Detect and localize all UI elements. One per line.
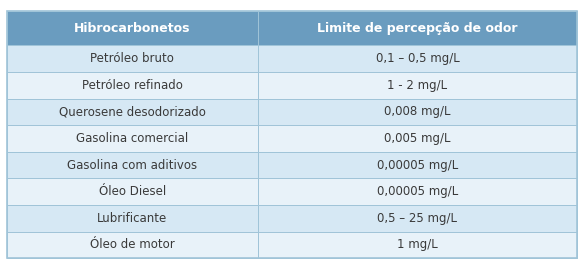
- Bar: [7, 232, 258, 258]
- Bar: [7, 72, 258, 98]
- Bar: [7, 125, 258, 152]
- Text: 0,008 mg/L: 0,008 mg/L: [384, 105, 451, 118]
- Bar: [7, 11, 258, 45]
- Bar: [258, 205, 577, 232]
- Text: 0,1 – 0,5 mg/L: 0,1 – 0,5 mg/L: [376, 52, 459, 65]
- Text: 0,005 mg/L: 0,005 mg/L: [384, 132, 451, 145]
- Text: Hibrocarbonetos: Hibrocarbonetos: [74, 22, 190, 34]
- Bar: [7, 45, 258, 72]
- Text: Petróleo bruto: Petróleo bruto: [91, 52, 175, 65]
- Text: Gasolina com aditivos: Gasolina com aditivos: [67, 159, 197, 172]
- Bar: [258, 98, 577, 125]
- Text: 0,5 – 25 mg/L: 0,5 – 25 mg/L: [377, 212, 457, 225]
- Bar: [258, 72, 577, 98]
- Text: Óleo de motor: Óleo de motor: [90, 238, 175, 252]
- Bar: [7, 98, 258, 125]
- Bar: [258, 152, 577, 178]
- Bar: [7, 205, 258, 232]
- Text: Petróleo refinado: Petróleo refinado: [82, 79, 183, 92]
- Bar: [258, 232, 577, 258]
- Bar: [258, 125, 577, 152]
- Bar: [258, 178, 577, 205]
- Text: Óleo Diesel: Óleo Diesel: [99, 185, 166, 198]
- Text: Limite de percepção de odor: Limite de percepção de odor: [317, 22, 517, 34]
- Text: 0,00005 mg/L: 0,00005 mg/L: [377, 159, 458, 172]
- Text: 1 - 2 mg/L: 1 - 2 mg/L: [387, 79, 447, 92]
- Bar: [258, 11, 577, 45]
- Text: Lubrificante: Lubrificante: [98, 212, 168, 225]
- Text: 0,00005 mg/L: 0,00005 mg/L: [377, 185, 458, 198]
- Text: Querosene desodorizado: Querosene desodorizado: [59, 105, 206, 118]
- Text: 1 mg/L: 1 mg/L: [397, 238, 438, 252]
- Bar: [7, 152, 258, 178]
- Text: Gasolina comercial: Gasolina comercial: [77, 132, 189, 145]
- Bar: [258, 45, 577, 72]
- Bar: [7, 178, 258, 205]
